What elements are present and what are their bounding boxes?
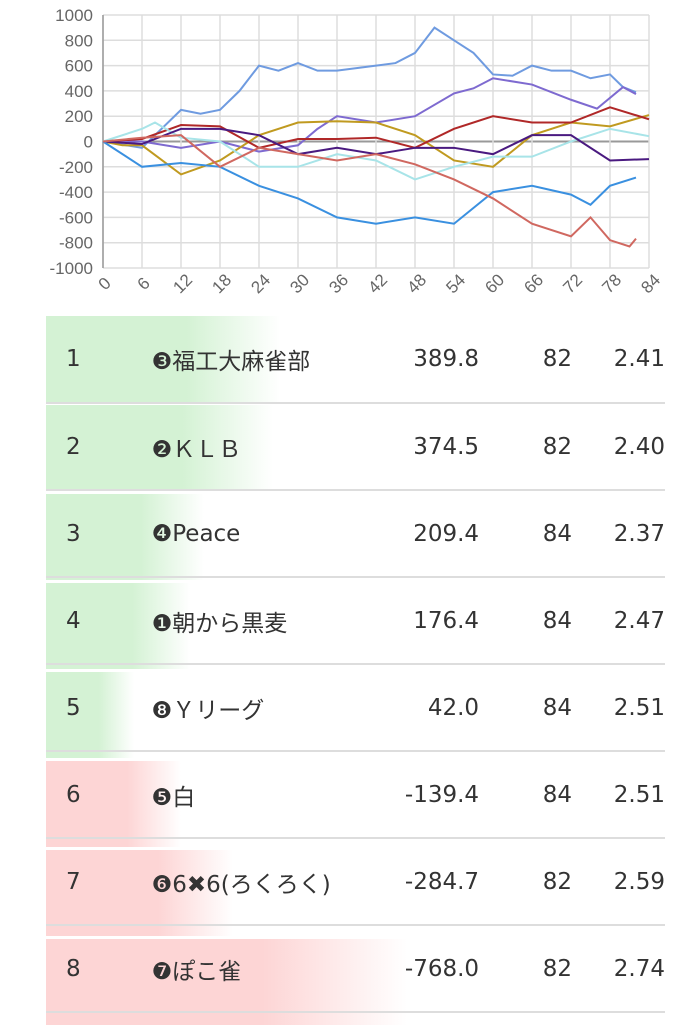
x-tick-label: 6 (134, 274, 154, 294)
series-line (102, 134, 637, 248)
y-tick-label: 200 (65, 107, 93, 126)
rank-cell: 2 (66, 433, 81, 460)
table-row: 1 ❸福工大麻雀部 389.8 82 2.41 (46, 316, 665, 403)
x-tick-label: 60 (481, 270, 508, 297)
name-cell: ❸福工大麻雀部 (151, 349, 311, 375)
rank-cell: 4 (66, 607, 81, 634)
name-cell: ❶朝から黒麦 (151, 610, 288, 637)
avg-cell: 2.74 (613, 955, 665, 982)
y-tick-label: 400 (65, 82, 93, 101)
score-cell: 374.5 (413, 433, 480, 460)
x-tick-label: 66 (520, 270, 547, 297)
table-row: 5 ❽Ｙリーグ 42.0 84 2.51 (46, 664, 665, 751)
score-cell: -768.0 (404, 955, 480, 982)
games-cell: 84 (542, 781, 573, 808)
y-tick-label: -800 (59, 234, 93, 253)
avg-cell: 2.51 (613, 781, 665, 808)
standings-table: 1 ❸福工大麻雀部 389.8 82 2.41 2 ❷ＫＬＢ 374.5 82 2.40 3 ❹Pea… (46, 316, 665, 1013)
x-tick-label: 36 (325, 270, 352, 297)
games-cell: 82 (542, 955, 573, 982)
score-bar (46, 494, 204, 580)
y-tick-label: -400 (59, 183, 93, 202)
rank-cell: 6 (66, 781, 81, 808)
score-cell: 389.8 (413, 346, 480, 372)
name-cell: ❹Peace (151, 520, 241, 547)
rank-cell: 7 (66, 868, 81, 895)
games-cell: 84 (542, 520, 573, 547)
score-cell: -139.4 (404, 781, 480, 808)
rank-cell: 5 (66, 694, 81, 721)
table-row: 6 ❺白 -139.4 84 2.51 (46, 751, 665, 838)
table-row: 2 ❷ＫＬＢ 374.5 82 2.40 (46, 403, 665, 490)
table-row: 8 ❼ぽこ雀 -768.0 82 2.74 (46, 925, 665, 1012)
x-tick-label: 30 (286, 270, 313, 297)
score-bar (46, 316, 280, 402)
series-line (102, 114, 650, 176)
avg-cell: 2.51 (613, 694, 665, 721)
name-cell: ❷ＫＬＢ (151, 436, 242, 463)
x-tick-label: 84 (637, 270, 664, 297)
rank-cell: 1 (66, 346, 81, 372)
score-cell: 209.4 (413, 520, 480, 547)
x-tick-label: 18 (208, 270, 235, 297)
name-cell: ❺白 (151, 784, 196, 811)
avg-cell: 2.37 (613, 520, 665, 547)
name-cell: ❻6✖6(ろくろく) (151, 871, 331, 898)
x-tick-label: 12 (169, 270, 196, 297)
avg-cell: 2.40 (613, 433, 665, 460)
x-tick-label: 48 (403, 270, 430, 297)
games-cell: 82 (542, 868, 573, 895)
score-cell: -284.7 (404, 868, 480, 895)
y-tick-label: 1000 (55, 6, 93, 25)
rank-cell: 8 (66, 955, 81, 982)
y-tick-label: -600 (59, 208, 93, 227)
games-cell: 82 (542, 346, 573, 372)
series-line (102, 26, 637, 149)
score-bar (46, 405, 274, 491)
avg-cell: 2.59 (613, 868, 665, 895)
score-bar (46, 583, 191, 669)
y-tick-label: -200 (59, 158, 93, 177)
games-cell: 82 (542, 433, 573, 460)
score-bar (46, 850, 234, 936)
score-bar (46, 672, 134, 758)
avg-cell: 2.47 (613, 607, 665, 634)
games-cell: 84 (542, 607, 573, 634)
y-tick-label: 0 (84, 133, 93, 152)
table-row: 7 ❻6✖6(ろくろく) -284.7 82 2.59 (46, 838, 665, 925)
name-cell: ❽Ｙリーグ (151, 697, 265, 724)
x-tick-label: 0 (95, 274, 115, 294)
table-row: 3 ❹Peace 209.4 84 2.37 (46, 490, 665, 577)
x-tick-label: 42 (364, 270, 391, 297)
series-line (102, 140, 637, 225)
x-tick-label: 78 (598, 270, 625, 297)
series-line (103, 77, 637, 153)
score-cell: 176.4 (413, 607, 480, 634)
avg-cell: 2.41 (613, 346, 665, 372)
name-cell: ❼ぽこ雀 (151, 958, 242, 985)
series-line (102, 106, 650, 149)
x-tick-label: 54 (442, 270, 469, 297)
table-row: 4 ❶朝から黒麦 176.4 84 2.47 (46, 577, 665, 664)
x-tick-label: 72 (559, 270, 586, 297)
score-cell: 42.0 (427, 694, 480, 721)
y-tick-label: 800 (65, 31, 93, 50)
x-tick-label: 24 (247, 270, 274, 297)
y-tick-label: 600 (65, 57, 93, 76)
rank-cell: 3 (66, 520, 81, 547)
games-cell: 84 (542, 694, 573, 721)
score-bar (46, 761, 182, 847)
score-bar (46, 939, 408, 1025)
y-tick-label: -1000 (50, 259, 93, 278)
